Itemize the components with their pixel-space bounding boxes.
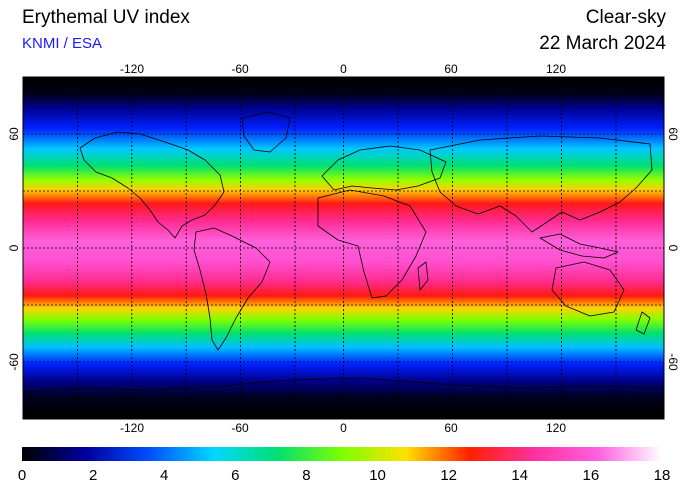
coast-australia — [551, 261, 625, 317]
credit-label: KNMI / ESA — [22, 35, 103, 52]
date-label: 22 March 2024 — [539, 33, 666, 54]
coast-north-america — [79, 131, 225, 239]
lon-top-label: -120 — [120, 62, 144, 76]
colorbar-tick-label: 12 — [440, 467, 457, 484]
map-frame — [22, 76, 665, 420]
colorbar: 0 2 4 6 8 10 12 14 16 18 — [18, 447, 671, 484]
coast-indonesia — [539, 233, 619, 259]
coast-greenland — [241, 111, 291, 153]
lon-bottom-label: -60 — [231, 421, 249, 435]
colorbar-tick-label: 0 — [18, 467, 26, 484]
colorbar-tick-label: 4 — [160, 467, 168, 484]
coast-antarctica — [23, 377, 664, 393]
coast-new-zealand — [635, 311, 651, 335]
lon-top-label: 60 — [444, 62, 458, 76]
colorbar-tick-label: 14 — [511, 467, 528, 484]
lon-top-label: 0 — [340, 62, 347, 76]
lat-right-label: 60 — [666, 127, 680, 141]
colorbar-gradient — [22, 447, 662, 461]
lat-left-label: 0 — [7, 244, 21, 251]
lat-right-label: -60 — [666, 353, 680, 371]
map-title: Erythemal UV index — [22, 7, 190, 28]
colorbar-tick-label: 8 — [302, 467, 310, 484]
colorbar-tick-label: 2 — [89, 467, 97, 484]
graticule — [23, 77, 664, 419]
colorbar-tick-label: 10 — [369, 467, 386, 484]
lon-bottom-label: -120 — [120, 421, 144, 435]
colorbar-tick-label: 6 — [231, 467, 239, 484]
lon-top-label: 120 — [546, 62, 566, 76]
colorbar-tick-label: 18 — [654, 467, 671, 484]
lon-bottom-label: 0 — [340, 421, 347, 435]
lat-left-label: 60 — [7, 127, 21, 141]
lon-bottom-label: 60 — [444, 421, 458, 435]
coast-africa — [317, 189, 427, 299]
coast-asia — [429, 135, 653, 233]
lat-left-label: -60 — [7, 353, 21, 371]
tick-labels: -120 -60 0 60 120 -120 -60 0 60 120 60 0… — [7, 62, 680, 435]
lat-right-label: 0 — [666, 245, 680, 252]
coastlines — [23, 111, 664, 393]
condition-label: Clear-sky — [585, 7, 666, 28]
lon-top-label: -60 — [231, 62, 249, 76]
lon-bottom-label: 120 — [546, 421, 566, 435]
coast-madagascar — [417, 261, 429, 291]
coast-south-america — [193, 227, 271, 351]
coast-europe — [321, 145, 447, 191]
colorbar-tick-label: 16 — [583, 467, 600, 484]
